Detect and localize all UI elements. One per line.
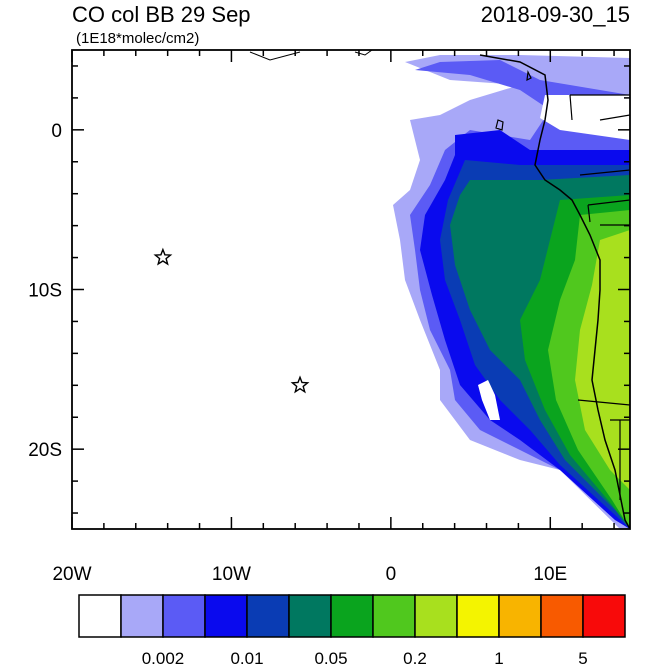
colorbar-label: 0.05 (314, 649, 347, 667)
colorbar-label: 0.002 (142, 649, 185, 667)
colorbar-swatch (456, 594, 500, 638)
y-axis-labels: 0 10S 20S (28, 121, 62, 461)
colorbar-label: 5 (578, 649, 587, 667)
title-left: CO col BB 29 Sep (72, 2, 251, 27)
plume-1b (575, 230, 630, 490)
colorbar-swatch (120, 594, 164, 638)
colorbar-label: 1 (494, 649, 503, 667)
x-axis-labels: 20W 10W 0 10E (52, 564, 567, 585)
star-1-marker (153, 247, 173, 266)
colorbar-swatch (540, 594, 584, 638)
colorbar-swatch (204, 594, 248, 638)
colorbar-swatch (288, 594, 332, 638)
colorbar-swatch (414, 594, 458, 638)
star-2-marker (290, 375, 310, 394)
axis-ticks (71, 50, 630, 529)
colorbar-swatch (582, 594, 626, 638)
units-label: (1E18*molec/cm2) (76, 30, 199, 47)
co-field (72, 50, 630, 529)
x-tick-label: 0 (386, 564, 397, 585)
borders (569, 94, 630, 500)
site-markers (153, 247, 310, 394)
title-right: 2018-09-30_15 (481, 2, 630, 27)
x-tick-label: 10E (533, 564, 567, 585)
x-tick-label: 10W (212, 564, 251, 585)
colorbar-label: 0.01 (230, 649, 263, 667)
y-tick-label: 20S (28, 440, 62, 461)
colorbar-swatch (246, 594, 290, 638)
coastline (479, 54, 630, 529)
colorbar-labels: 0.002 0.01 0.05 0.2 1 5 (142, 649, 588, 667)
x-tick-label: 20W (52, 564, 91, 585)
colorbar-swatch (78, 594, 122, 638)
y-tick-label: 0 (51, 121, 62, 142)
y-tick-label: 10S (28, 281, 62, 302)
colorbar-swatch (372, 594, 416, 638)
colorbar (78, 594, 626, 638)
colorbar-swatch (162, 594, 206, 638)
colorbar-swatch (498, 594, 542, 638)
colorbar-label: 0.2 (403, 649, 427, 667)
colorbar-swatch (330, 594, 374, 638)
